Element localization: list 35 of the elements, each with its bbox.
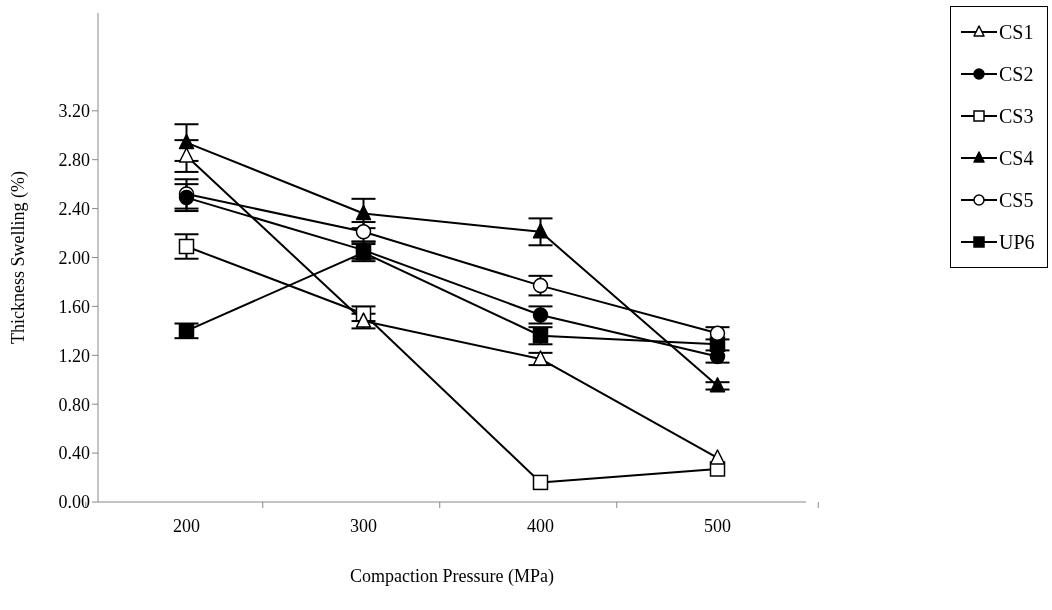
x-tick-label: 300 [350,516,377,536]
x-tick-label: 200 [173,516,200,536]
point [178,133,195,150]
point [709,325,726,342]
point [178,189,195,206]
y-tick-label: 2.00 [58,247,90,268]
legend-label: CS3 [999,104,1034,128]
x-tick-label: 400 [527,516,554,536]
point [178,147,195,163]
legend-label: CS1 [999,20,1034,44]
y-tick-label: 3.20 [58,101,90,122]
legend-label: CS2 [999,62,1034,86]
x-axis-title: Compaction Pressure (MPa) [350,566,554,587]
point [532,350,549,366]
legend-label: UP6 [999,230,1035,254]
y-tick-label: 0.80 [58,394,90,415]
y-tick-label: 0.00 [58,492,90,513]
point [532,277,549,294]
x-tick-label: 500 [704,516,731,536]
y-axis-title: Thickness Swelling (%) [8,171,30,344]
point [709,449,726,465]
point [532,223,549,239]
y-tick-label: 0.40 [58,443,90,464]
point [355,312,372,328]
legend-label: CS5 [999,188,1034,212]
point [532,474,549,491]
point [355,204,372,221]
point [178,323,195,339]
y-tick-label: 1.20 [58,345,90,366]
point [709,377,726,393]
point [178,238,195,255]
y-tick-label: 2.80 [58,150,90,171]
legend-label: CS4 [999,146,1034,170]
y-tick-label: 2.40 [58,198,90,219]
y-tick-label: 1.60 [58,296,90,317]
